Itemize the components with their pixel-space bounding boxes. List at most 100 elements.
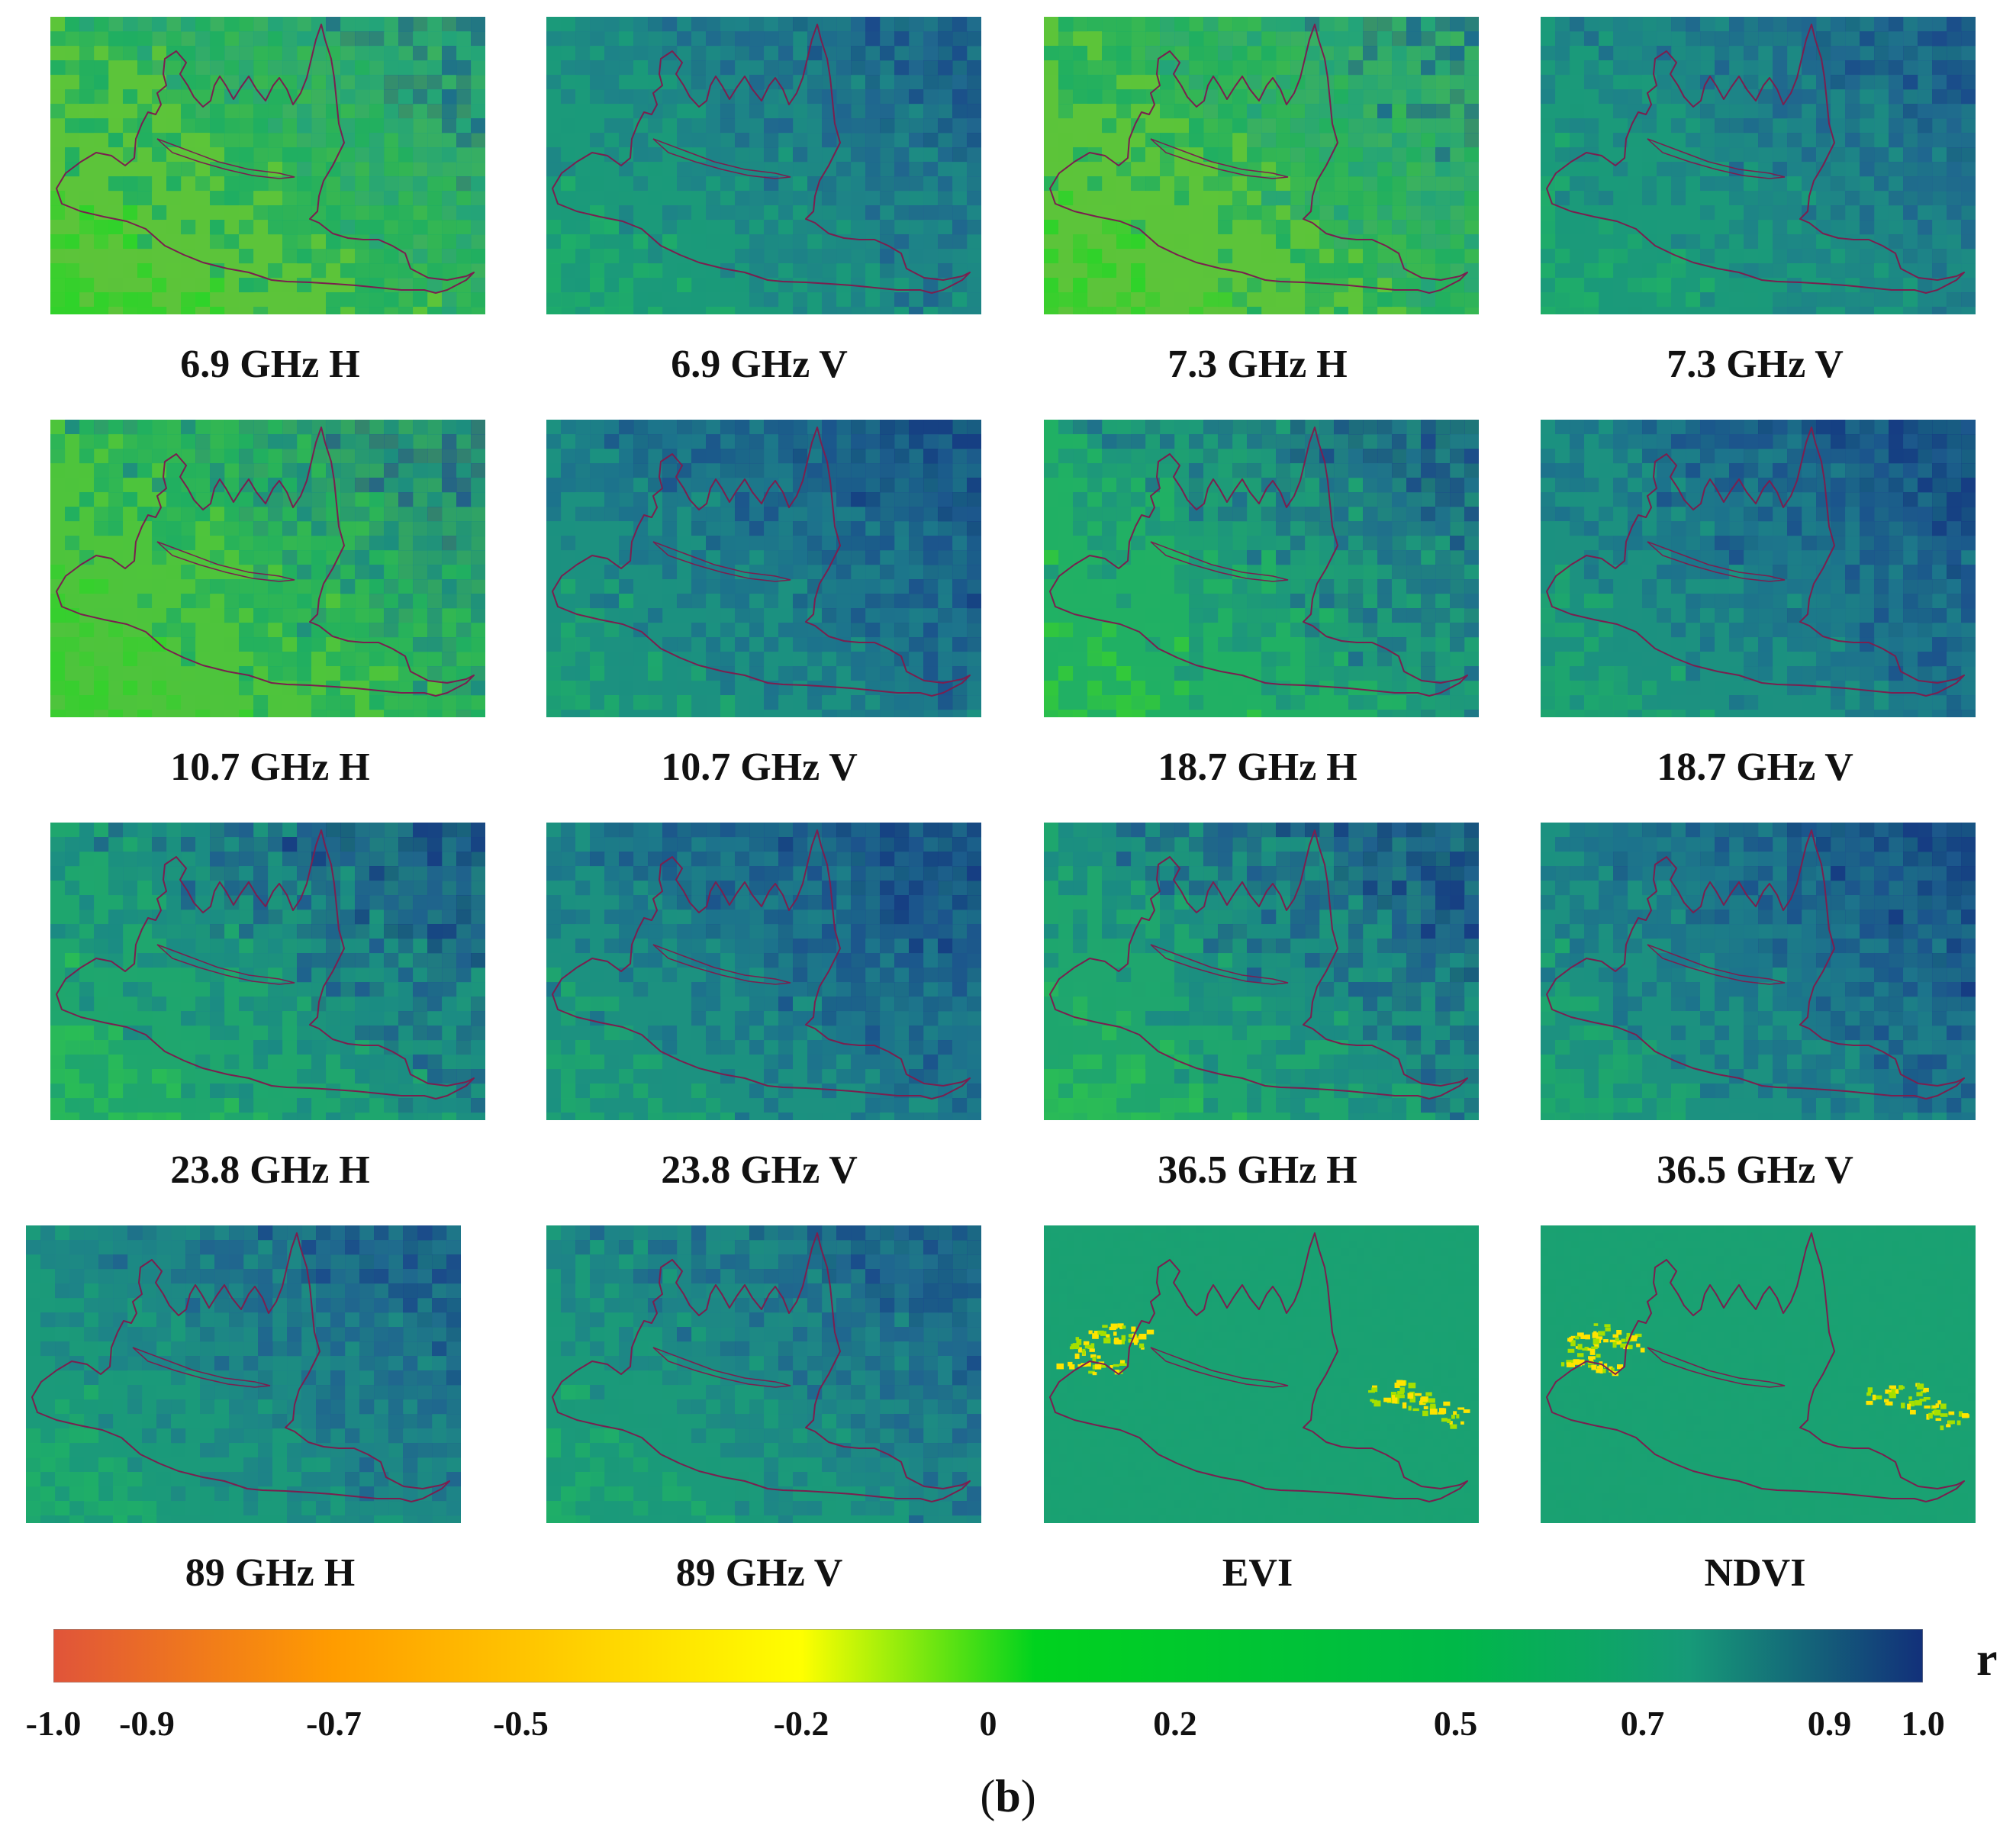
- map-pixels: [1044, 823, 1479, 1120]
- correlation-map: [1044, 17, 1479, 314]
- map-pixels: [50, 420, 485, 717]
- map-panel-13: [26, 1225, 461, 1523]
- region-boundary-inner: [1647, 541, 1786, 582]
- region-boundary: [1546, 829, 1965, 1100]
- colorbar-tick-label: 0.9: [1807, 1704, 1852, 1743]
- map-pixels: [1541, 1225, 1976, 1523]
- panel-caption: 6.9 GHz H: [180, 343, 360, 386]
- region-boundary: [552, 1232, 971, 1502]
- panel-caption: 89 GHz V: [675, 1551, 843, 1595]
- panel-caption: 18.7 GHz V: [1657, 745, 1853, 789]
- region-boundary: [1546, 24, 1965, 294]
- map-pixels: [1044, 420, 1479, 717]
- correlation-map: [50, 420, 485, 717]
- panel-caption: 36.5 GHz H: [1158, 1148, 1357, 1192]
- region-boundary-inner: [156, 944, 295, 985]
- region-boundary-inner: [1647, 1347, 1786, 1388]
- map-pixels: [546, 1225, 981, 1523]
- map-panel-4: [1541, 17, 1976, 314]
- correlation-map: [1044, 420, 1479, 717]
- region-boundary-inner: [652, 138, 791, 179]
- region-boundary: [1546, 1232, 1965, 1502]
- region-boundary-inner: [1150, 944, 1289, 985]
- panel-caption: 10.7 GHz V: [661, 745, 858, 789]
- map-panel-2: [546, 17, 981, 314]
- correlation-map: [1541, 420, 1976, 717]
- panel-caption: 10.7 GHz H: [170, 745, 370, 789]
- panel-caption: NDVI: [1704, 1551, 1806, 1595]
- colorbar-title: r: [1976, 1634, 1998, 1686]
- map-panel-5: [50, 420, 485, 717]
- map-pixels: [1541, 823, 1976, 1120]
- region-boundary-inner: [1647, 944, 1786, 985]
- map-panel-3: [1044, 17, 1479, 314]
- region-boundary: [552, 24, 971, 294]
- colorbar-gradient: [53, 1629, 1923, 1682]
- map-panel-9: [50, 823, 485, 1120]
- map-pixels: [1541, 420, 1976, 717]
- region-boundary-inner: [156, 541, 295, 582]
- map-pixels: [50, 823, 485, 1120]
- region-boundary-inner: [652, 944, 791, 985]
- panel-caption: 6.9 GHz V: [671, 343, 848, 386]
- region-boundary: [1049, 427, 1468, 697]
- map-pixels: [26, 1225, 461, 1523]
- region-boundary: [552, 829, 971, 1100]
- map-panel-7: [1044, 420, 1479, 717]
- colorbar-tick-label: 0.7: [1620, 1704, 1665, 1743]
- region-boundary-inner: [652, 1347, 791, 1388]
- map-pixels: [50, 17, 485, 314]
- map-pixels: [1541, 17, 1976, 314]
- map-pixels: [546, 823, 981, 1120]
- region-boundary: [56, 829, 475, 1100]
- subfigure-label: (b): [980, 1771, 1036, 1821]
- correlation-map: [546, 823, 981, 1120]
- colorbar-tick-label: 1.0: [1901, 1704, 1945, 1743]
- correlation-map: [1044, 1225, 1479, 1523]
- map-panel-15: [1044, 1225, 1479, 1523]
- panel-caption: 89 GHz H: [185, 1551, 356, 1595]
- panel-caption: EVI: [1222, 1551, 1293, 1595]
- colorbar-tick-label: -0.7: [306, 1704, 362, 1743]
- correlation-map: [50, 17, 485, 314]
- region-boundary-inner: [156, 138, 295, 179]
- colorbar-tick-label: 0.2: [1153, 1704, 1197, 1743]
- colorbar-tick-label: 0.5: [1433, 1704, 1478, 1743]
- colorbar-tick-label: -0.9: [119, 1704, 175, 1743]
- map-panel-10: [546, 823, 981, 1120]
- region-boundary: [56, 24, 475, 294]
- correlation-map: [50, 823, 485, 1120]
- map-pixels: [1044, 17, 1479, 314]
- region-boundary-inner: [1150, 1347, 1289, 1388]
- region-boundary-inner: [132, 1347, 271, 1388]
- region-boundary: [1049, 829, 1468, 1100]
- region-boundary: [31, 1232, 450, 1502]
- region-boundary-inner: [1150, 541, 1289, 582]
- colorbar-tick-label: -1.0: [25, 1704, 82, 1743]
- panel-caption: 18.7 GHz H: [1158, 745, 1357, 789]
- map-panel-8: [1541, 420, 1976, 717]
- panel-caption: 7.3 GHz V: [1667, 343, 1844, 386]
- correlation-map: [1044, 823, 1479, 1120]
- region-boundary: [1546, 427, 1965, 697]
- panel-caption: 7.3 GHz H: [1167, 343, 1348, 386]
- map-pixels: [546, 420, 981, 717]
- colorbar-tick-label: -0.5: [493, 1704, 549, 1743]
- colorbar-tick-label: 0: [979, 1704, 997, 1743]
- region-boundary-inner: [652, 541, 791, 582]
- colorbar: [53, 1629, 1923, 1682]
- colorbar-tick-label: -0.2: [773, 1704, 829, 1743]
- correlation-map: [546, 1225, 981, 1523]
- map-panel-12: [1541, 823, 1976, 1120]
- region-boundary-inner: [1647, 138, 1786, 179]
- map-panel-11: [1044, 823, 1479, 1120]
- correlation-map: [1541, 1225, 1976, 1523]
- correlation-map: [546, 420, 981, 717]
- map-panel-6: [546, 420, 981, 717]
- region-boundary: [552, 427, 971, 697]
- map-pixels: [546, 17, 981, 314]
- correlation-map: [1541, 823, 1976, 1120]
- panel-caption: 23.8 GHz V: [661, 1148, 858, 1192]
- correlation-map: [546, 17, 981, 314]
- region-boundary: [1049, 24, 1468, 294]
